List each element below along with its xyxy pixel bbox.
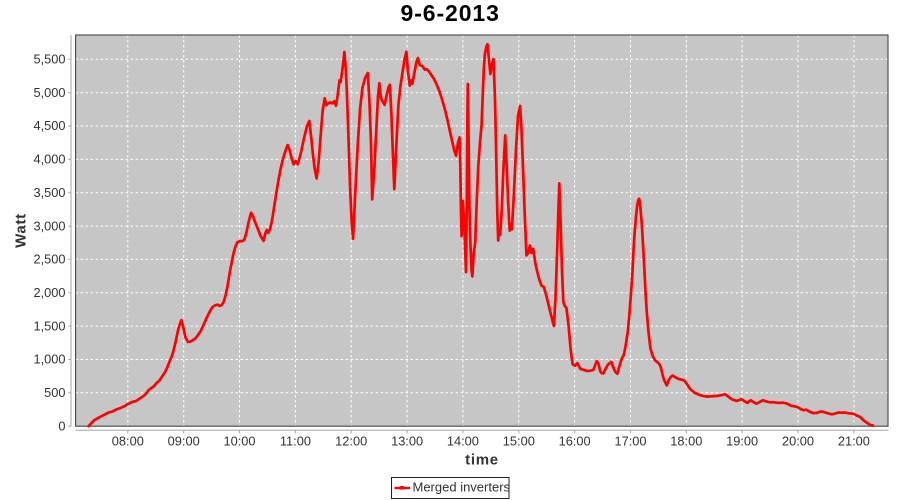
svg-text:2,000: 2,000 xyxy=(33,285,65,300)
svg-text:4,000: 4,000 xyxy=(33,152,65,167)
svg-text:09:00: 09:00 xyxy=(168,434,200,449)
svg-text:4,500: 4,500 xyxy=(33,118,65,133)
svg-text:3,000: 3,000 xyxy=(33,218,65,233)
svg-text:5,000: 5,000 xyxy=(33,85,65,100)
svg-text:18:00: 18:00 xyxy=(670,434,702,449)
svg-text:500: 500 xyxy=(44,385,65,400)
svg-text:0: 0 xyxy=(58,418,65,433)
svg-text:1,500: 1,500 xyxy=(33,318,65,333)
svg-text:08:00: 08:00 xyxy=(112,434,144,449)
svg-text:5,500: 5,500 xyxy=(33,52,65,67)
svg-text:13:00: 13:00 xyxy=(391,434,423,449)
svg-text:Merged inverters: Merged inverters xyxy=(413,479,511,494)
svg-text:9-6-2013: 9-6-2013 xyxy=(401,0,500,26)
svg-text:15:00: 15:00 xyxy=(503,434,535,449)
svg-text:20:00: 20:00 xyxy=(782,434,814,449)
svg-text:2,500: 2,500 xyxy=(33,252,65,267)
svg-text:time: time xyxy=(465,451,499,468)
svg-text:Watt: Watt xyxy=(12,213,29,248)
svg-text:12:00: 12:00 xyxy=(335,434,367,449)
svg-text:3,500: 3,500 xyxy=(33,185,65,200)
svg-text:19:00: 19:00 xyxy=(726,434,758,449)
svg-text:17:00: 17:00 xyxy=(614,434,646,449)
svg-text:11:00: 11:00 xyxy=(280,434,311,449)
svg-text:16:00: 16:00 xyxy=(559,434,591,449)
svg-text:1,000: 1,000 xyxy=(33,352,65,367)
svg-text:10:00: 10:00 xyxy=(223,434,255,449)
svg-text:21:00: 21:00 xyxy=(838,434,870,449)
svg-text:14:00: 14:00 xyxy=(447,434,479,449)
